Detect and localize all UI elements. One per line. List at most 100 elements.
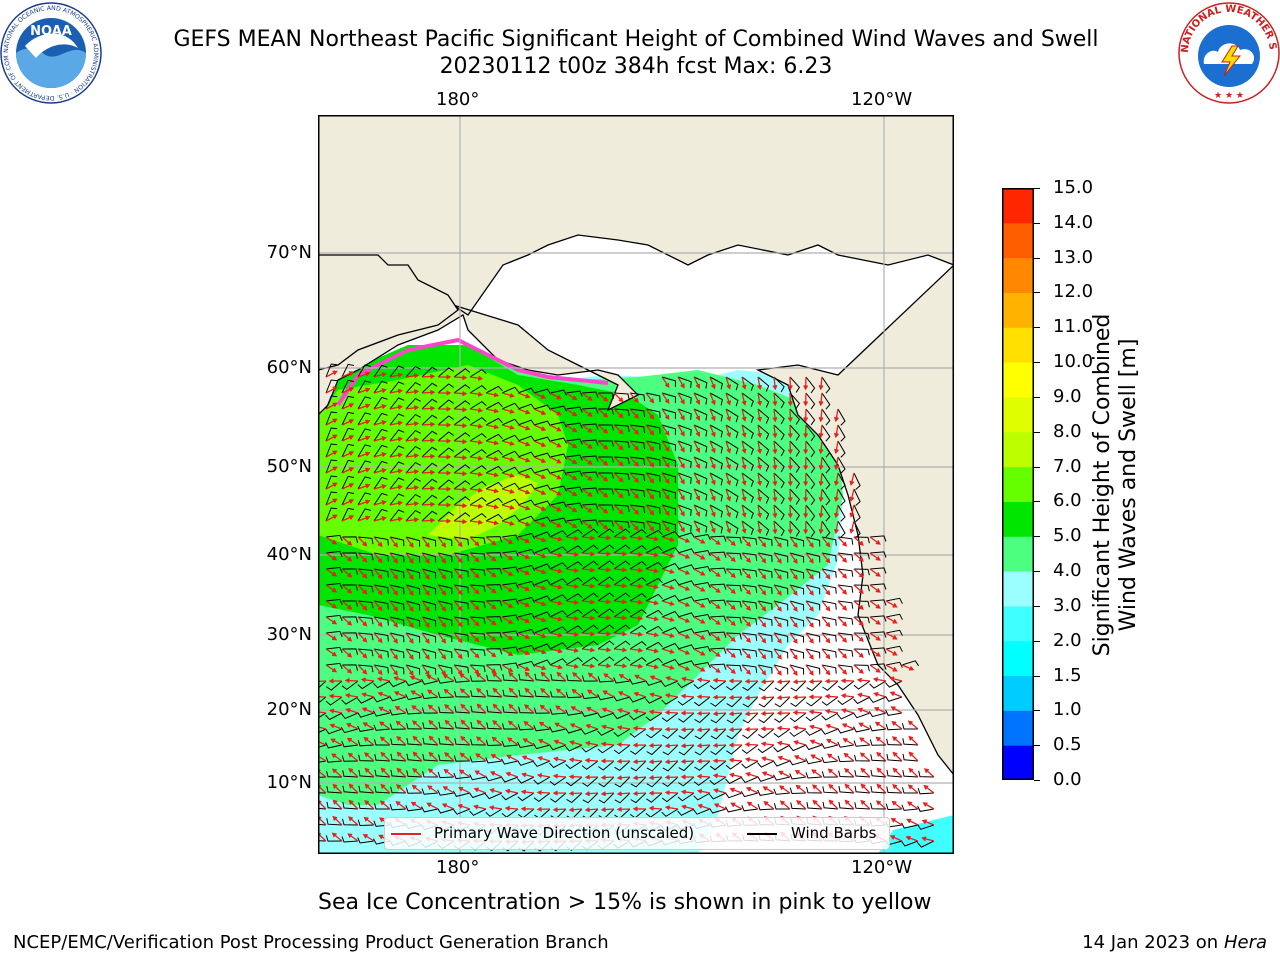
wind-barb: [469, 552, 486, 560]
wave-direction-arrow: [357, 483, 371, 490]
wind-barb: [532, 743, 551, 750]
wave-direction-arrow: [824, 678, 839, 684]
wave-direction-arrow: [616, 775, 631, 781]
wave-direction-arrow: [713, 803, 727, 810]
lon-label-bottom-180: 180°: [436, 857, 480, 878]
wave-direction-arrow: [803, 488, 809, 503]
wave-direction-arrow: [725, 552, 736, 563]
wave-direction-arrow: [778, 770, 791, 778]
wind-barb: [677, 696, 695, 706]
wave-direction-arrow: [428, 751, 439, 762]
wave-direction-arrow: [501, 600, 514, 609]
wave-direction-arrow: [857, 707, 871, 714]
wind-barb: [852, 712, 871, 719]
wave-direction-arrow: [803, 472, 809, 487]
wave-direction-arrow: [810, 754, 823, 762]
wind-barb: [773, 536, 789, 547]
wind-barb: [373, 680, 391, 689]
wave-direction-arrow: [745, 771, 759, 778]
wave-direction-arrow: [395, 720, 407, 730]
wind-barb: [773, 440, 785, 457]
wind-barb: [598, 440, 615, 447]
wind-barb: [453, 676, 471, 683]
wind-barb: [581, 675, 599, 682]
wave-direction-arrow: [389, 552, 399, 564]
wave-direction-arrow: [907, 784, 919, 794]
wave-direction-arrow: [693, 616, 706, 624]
wave-direction-arrow: [549, 440, 562, 448]
wind-barb: [709, 680, 727, 690]
wind-barb: [725, 424, 739, 439]
wind-barb: [821, 664, 837, 674]
wind-barb: [485, 648, 503, 655]
wave-direction-arrow: [565, 631, 580, 637]
wind-barb: [726, 696, 743, 708]
wind-barb: [325, 475, 338, 490]
colorbar-title-line1: Significant Height of Combined: [1090, 313, 1115, 657]
wind-barb: [821, 584, 837, 594]
wind-barb: [821, 742, 839, 749]
wave-direction-arrow: [341, 648, 353, 658]
colorbar-tick-label: 8.0: [1053, 420, 1082, 442]
wave-direction-arrow: [648, 790, 663, 796]
wind-barb: [901, 787, 918, 794]
wave-direction-arrow: [629, 663, 644, 669]
wave-direction-arrow: [809, 739, 823, 746]
wave-direction-arrow: [728, 695, 743, 700]
wind-barb: [485, 536, 503, 543]
wind-barb: [757, 472, 770, 488]
wave-direction-arrow: [741, 440, 747, 454]
wind-barb: [437, 431, 454, 442]
wind-barb: [533, 659, 552, 666]
wave-direction-arrow: [325, 584, 338, 593]
wind-barb: [790, 680, 807, 692]
wave-direction-arrow: [393, 676, 407, 682]
wave-direction-arrow: [796, 800, 807, 810]
wave-direction-arrow: [469, 536, 480, 547]
wind-barb: [805, 440, 816, 458]
colorbar-tick: [1034, 292, 1040, 294]
wind-barb: [502, 689, 519, 698]
wave-direction-arrow: [597, 631, 612, 637]
wave-direction-arrow: [581, 535, 596, 541]
wave-direction-arrow: [772, 488, 778, 503]
wind-barb: [325, 696, 343, 706]
wave-direction-arrow: [661, 376, 670, 389]
wind-barb: [725, 552, 742, 560]
wave-direction-arrow: [757, 440, 763, 455]
wind-barb: [773, 664, 789, 675]
wind-barb: [646, 792, 663, 803]
wind-barb: [534, 673, 551, 682]
wave-direction-arrow: [460, 735, 471, 746]
wind-barb: [373, 428, 388, 442]
wind-barb: [694, 728, 711, 740]
wind-barb: [469, 480, 487, 490]
wave-direction-arrow: [357, 419, 371, 426]
wave-direction-arrow: [712, 773, 727, 779]
wave-direction-arrow: [453, 503, 468, 509]
wind-barb: [318, 823, 327, 826]
wind-barb: [437, 495, 454, 506]
wave-direction-arrow: [818, 392, 824, 407]
wind-barb: [421, 692, 439, 700]
wind-barb: [645, 561, 663, 570]
wave-direction-arrow: [341, 600, 353, 610]
wind-barb: [405, 584, 421, 595]
wave-direction-arrow: [453, 536, 463, 548]
wave-direction-arrow: [661, 584, 675, 590]
wind-barb: [726, 728, 743, 740]
wave-direction-arrow: [677, 456, 685, 469]
wave-direction-arrow: [792, 694, 807, 700]
wave-direction-arrow: [453, 471, 468, 477]
wave-direction-arrow: [581, 392, 593, 401]
wave-direction-arrow: [693, 424, 701, 438]
wave-direction-arrow: [536, 806, 551, 812]
wave-direction-arrow: [549, 520, 562, 528]
wind-barb: [357, 616, 374, 625]
wind-barb: [325, 459, 338, 474]
wind-barb: [630, 744, 647, 755]
wave-direction-arrow: [741, 376, 747, 390]
wave-direction-arrow: [789, 648, 798, 660]
wave-direction-arrow: [341, 483, 355, 490]
wave-direction-arrow: [664, 693, 679, 699]
